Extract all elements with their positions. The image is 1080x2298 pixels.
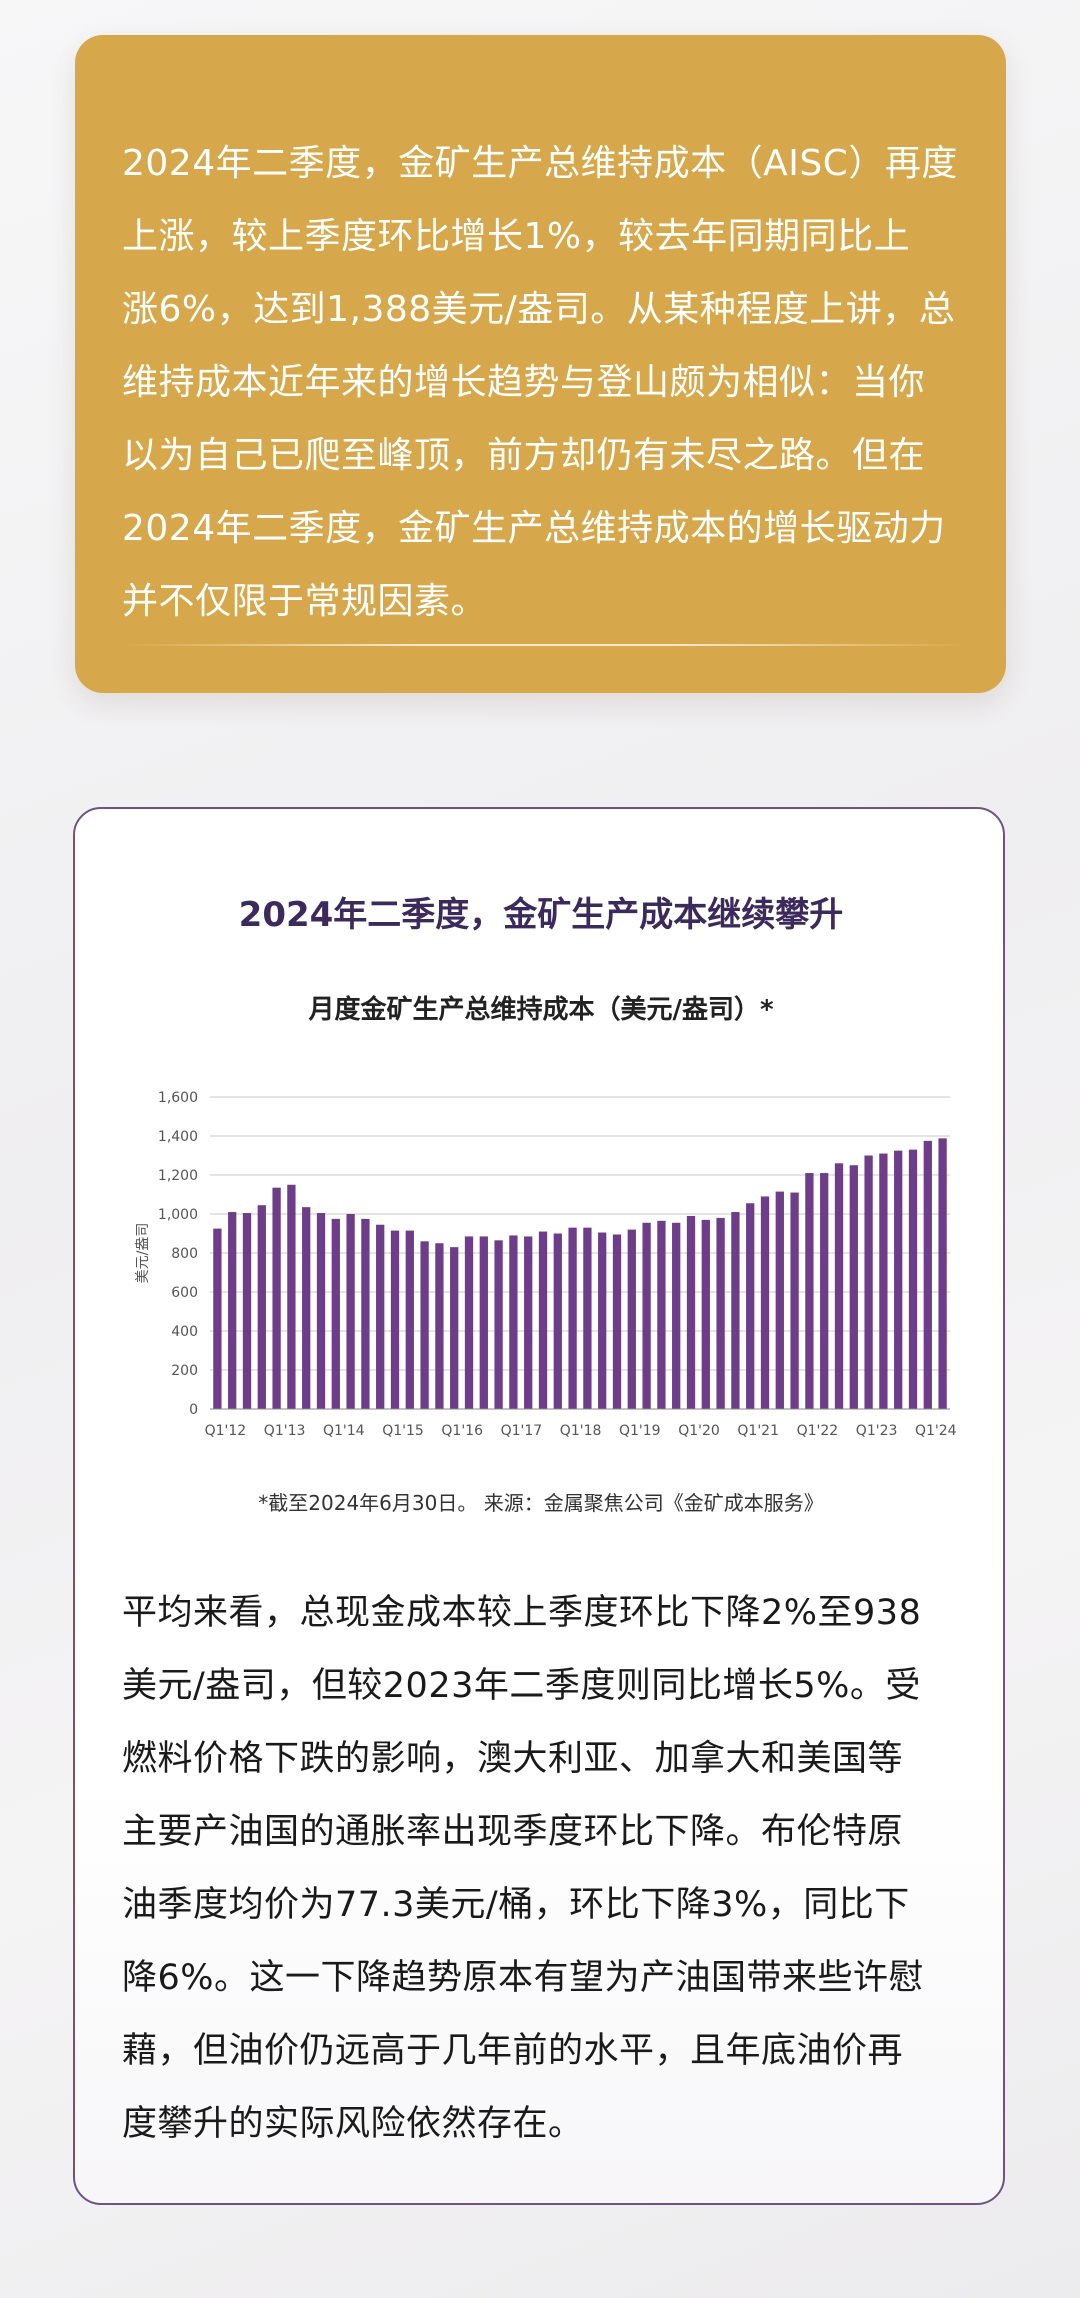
y-tick-label: 1,600 [158,1090,198,1106]
bar [923,1140,932,1409]
bar [672,1222,681,1409]
chart-title: 月度金矿生产总维持成本（美元/盎司）* [308,995,774,1025]
bar [316,1213,326,1409]
bar [849,1165,858,1409]
bar [760,1196,770,1409]
bar [790,1192,799,1409]
bar [272,1187,281,1409]
y-tick-label: 1,000 [158,1207,198,1223]
x-tick-label: Q1'15 [382,1423,424,1439]
bar [435,1243,444,1409]
bar [287,1184,296,1409]
bar [538,1231,548,1409]
y-axis-label: 美元/盎司 [135,1223,151,1284]
bar [228,1212,237,1409]
x-tick-label: Q1'19 [619,1423,661,1439]
y-tick-label: 800 [171,1246,198,1262]
bar [879,1153,888,1409]
bar [568,1227,577,1409]
bar [479,1236,488,1409]
x-tick-label: Q1'21 [737,1423,779,1439]
y-tick-label: 1,400 [158,1129,198,1145]
y-tick-label: 200 [171,1363,198,1379]
x-tick-label: Q1'23 [856,1423,898,1439]
bar [627,1229,636,1409]
bar [657,1220,666,1409]
x-tick-label: Q1'22 [797,1423,839,1439]
bar [938,1138,947,1409]
chart-card: 2024年二季度，金矿生产成本继续攀升 月度金矿生产总维持成本（美元/盎司）* … [73,807,1005,2205]
y-tick-label: 600 [171,1285,198,1301]
y-tick-label: 0 [189,1402,198,1418]
x-tick-label: Q1'12 [205,1423,247,1439]
bar [257,1205,266,1409]
chart-section-title: 2024年二季度，金矿生产成本继续攀升 [238,895,844,935]
bar [494,1240,503,1409]
bar [420,1241,429,1409]
x-tick-label: Q1'16 [441,1423,483,1439]
bar [213,1228,222,1409]
bar [746,1203,755,1409]
bar [820,1173,829,1409]
bar [805,1173,814,1409]
bar [775,1191,784,1409]
bar [361,1218,370,1409]
bar [908,1149,918,1409]
chart-source-note: *截至2024年6月30日。 来源：金属聚焦公司《金矿成本服务》 [258,1491,824,1515]
y-tick-label: 1,200 [158,1168,198,1184]
bar [464,1236,474,1409]
intro-card: 2024年二季度，金矿生产总维持成本（AISC）再度 上涨，较上季度环比增长1%… [75,35,1006,693]
body-paragraph: 平均来看，总现金成本较上季度环比下降2%至938 美元/盎司，但较2023年二季… [122,1593,925,2144]
bar [612,1234,622,1409]
intro-divider [122,644,967,646]
bar [716,1217,725,1409]
bar [376,1224,385,1409]
bar [331,1218,340,1409]
bar [864,1155,873,1409]
bar [731,1212,740,1409]
bar [509,1235,518,1409]
bar [834,1163,844,1409]
bar [302,1207,311,1409]
bar [524,1236,533,1409]
x-tick-label: Q1'13 [264,1423,306,1439]
x-tick-label: Q1'18 [560,1423,602,1439]
x-tick-label: Q1'17 [501,1423,543,1439]
bar [390,1230,400,1409]
bar [894,1150,903,1409]
x-tick-label: Q1'24 [915,1423,957,1439]
bar [598,1232,607,1409]
bar [642,1222,651,1409]
bar [701,1219,710,1409]
bar [346,1214,355,1409]
bar-chart: 0 200 400 600 800 1,000 1,200 1,400 1,600 Q1'12 Q1… [135,1090,957,1439]
x-tick-label: Q1'14 [323,1423,365,1439]
bar [242,1213,252,1409]
bar [553,1233,562,1409]
x-tick-label: Q1'20 [678,1423,720,1439]
bar [405,1230,414,1409]
intro-paragraph: 2024年二季度，金矿生产总维持成本（AISC）再度 上涨，较上季度环比增长1%… [122,143,958,622]
bar [450,1247,459,1409]
y-tick-label: 400 [171,1324,198,1340]
bar [686,1215,696,1409]
bar [583,1227,592,1409]
